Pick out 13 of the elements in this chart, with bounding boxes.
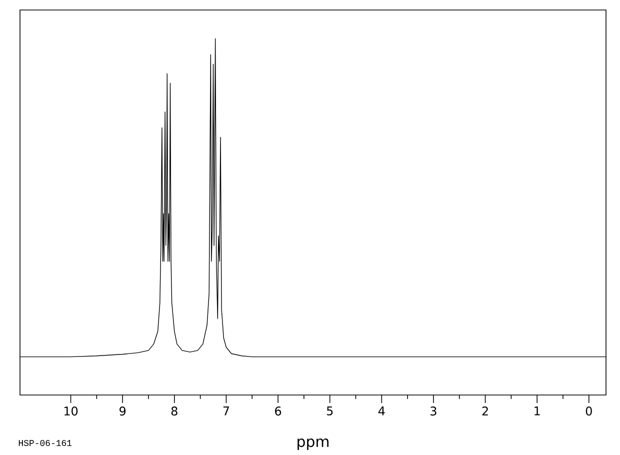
- text: HSP-06-161: [18, 440, 72, 446]
- x-tick-label: 9: [120, 406, 126, 416]
- x-axis-title: ppm: [298, 438, 328, 450]
- x-tick-label: 8: [171, 406, 178, 416]
- x-tick-label: 4: [378, 406, 385, 416]
- x-tick-label: 2: [482, 406, 488, 416]
- x-tick-label: 5: [326, 406, 333, 416]
- x-tick-label: 6: [275, 406, 282, 416]
- x-tick-label: 3: [430, 406, 436, 416]
- x-tick-label: 1: [534, 406, 540, 416]
- x-tick-label: 0: [586, 406, 592, 416]
- x-tick-label: 7: [223, 406, 229, 416]
- x-tick-label: 10: [64, 406, 78, 416]
